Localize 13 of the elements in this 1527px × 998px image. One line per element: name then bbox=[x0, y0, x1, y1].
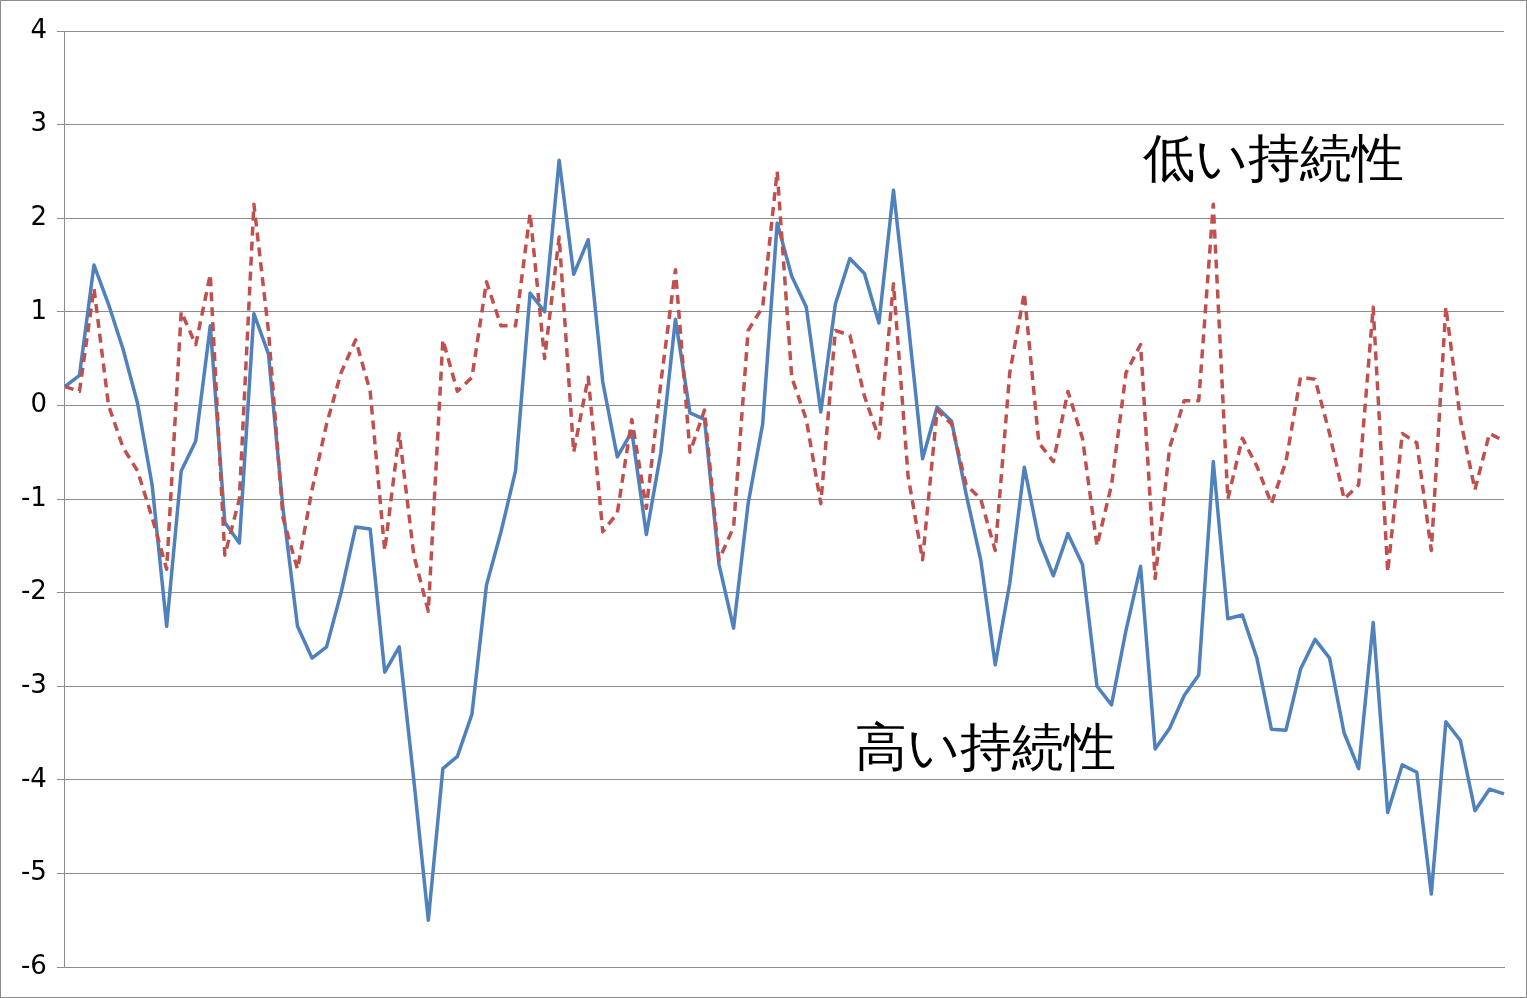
y-tick-label: -6 bbox=[20, 949, 47, 980]
y-tick-label: 0 bbox=[30, 388, 47, 419]
y-tick-label: 1 bbox=[30, 294, 47, 325]
y-tick-label: -1 bbox=[20, 481, 47, 512]
y-tick-label: 3 bbox=[30, 107, 47, 138]
y-tick-label: 4 bbox=[30, 13, 47, 44]
y-tick-label: -4 bbox=[20, 762, 47, 793]
y-tick-label: 2 bbox=[30, 200, 47, 231]
series-label: 低い持続性 bbox=[1143, 127, 1405, 188]
y-tick-label: -2 bbox=[20, 575, 47, 606]
y-tick-label: -3 bbox=[20, 668, 47, 699]
series-label: 高い持続性 bbox=[855, 717, 1117, 778]
y-tick-label: -5 bbox=[20, 856, 47, 887]
